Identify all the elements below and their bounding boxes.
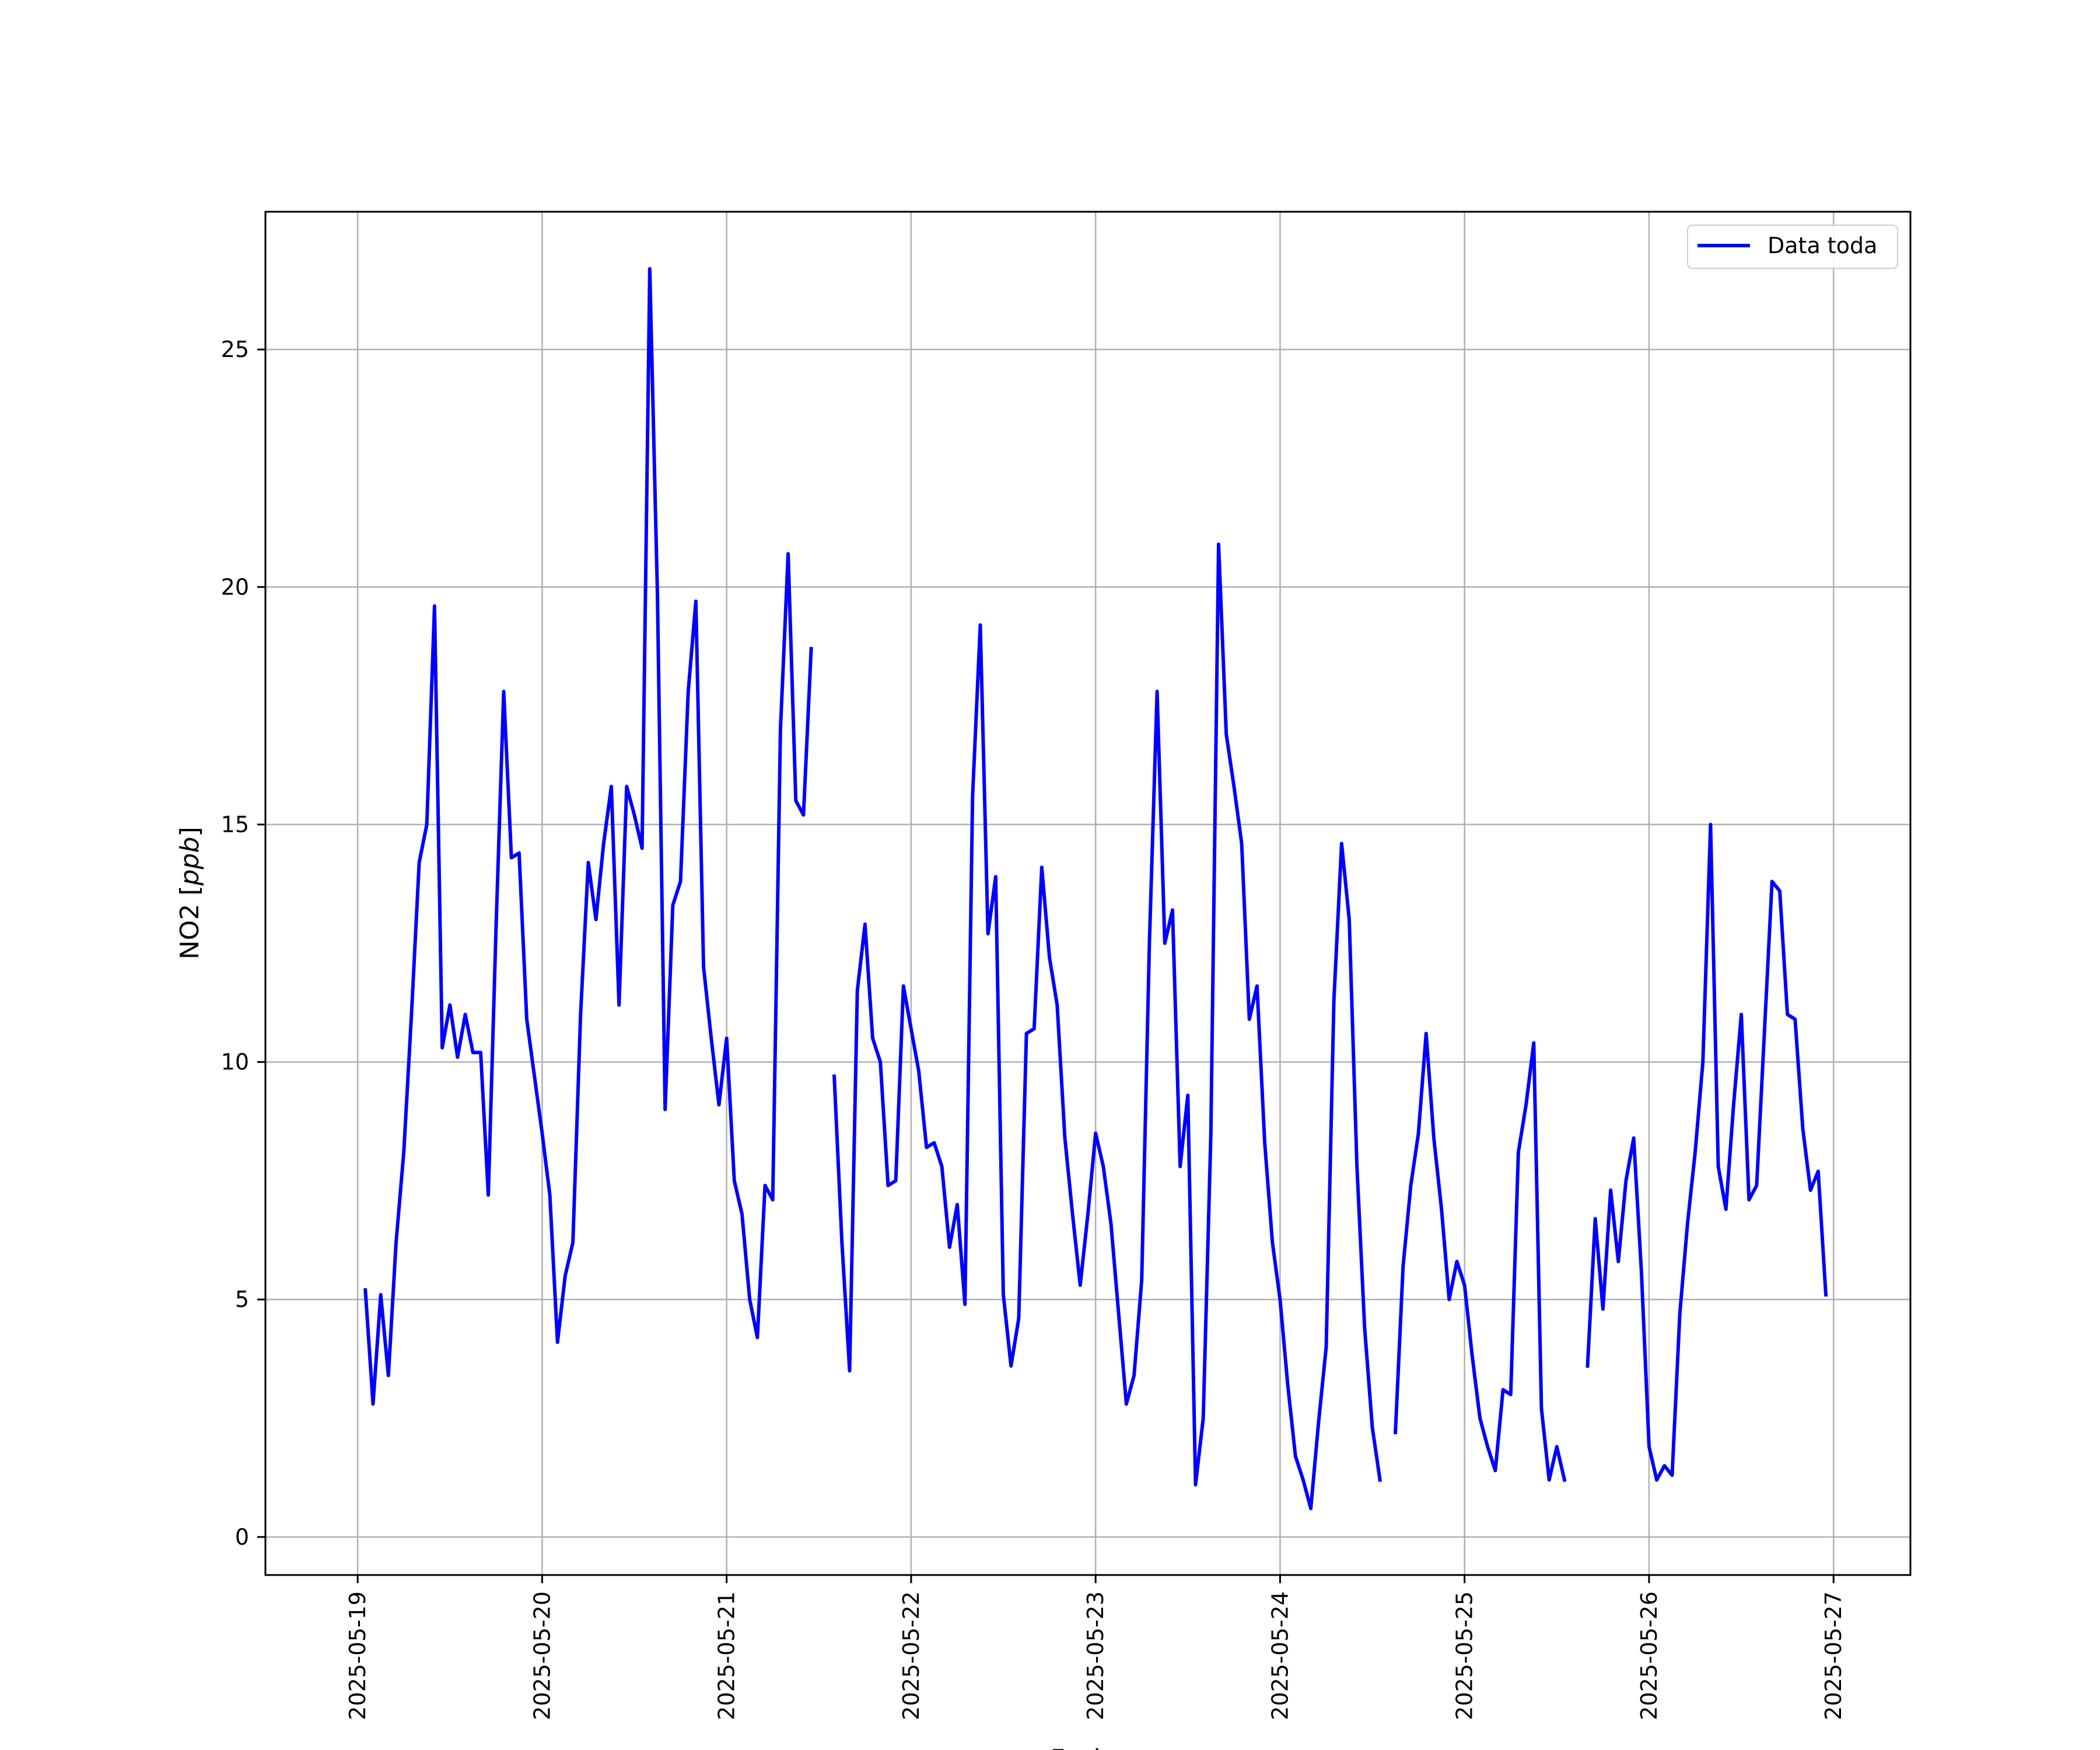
legend: Data toda [1687,225,1898,269]
x-tick-label: 2025-05-25 [1452,1591,1478,1720]
series-line-segment [1393,1031,1567,1482]
series-line-segment [363,267,813,1406]
y-tick-label: 20 [221,574,249,600]
x-tick-label: 2025-05-19 [345,1591,370,1720]
y-axis-title-unit: ppb [175,836,205,886]
x-axis-title: Fecha [1050,1744,1125,1750]
y-tick-label: 5 [235,1287,249,1312]
y-axis-title-main: NO2 [ [175,886,205,960]
y-tick-label: 0 [235,1524,249,1550]
y-tick-label: 10 [221,1049,249,1075]
y-axis-title-close: ] [175,827,205,836]
y-axis-title: NO2 [ppb] [175,827,205,960]
x-tick-label: 2025-05-23 [1083,1591,1108,1720]
x-tick-label: 2025-05-22 [898,1591,924,1720]
x-tick-label: 2025-05-20 [529,1591,555,1720]
legend-label: Data toda [1768,233,1877,258]
axis-ticks: 2025-05-19 2025-05-20 2025-05-21 2025-05-22… [221,337,1847,1720]
plot-frame [264,211,1912,1576]
x-tick-label: 2025-05-21 [714,1591,740,1720]
y-tick-label: 15 [221,811,249,837]
y-tick-label: 25 [221,337,249,362]
grid [265,212,1910,1575]
series-line-segment [832,542,1382,1510]
legend-box [1687,225,1898,269]
series-layer [363,267,1828,1510]
series-line-segment [1586,822,1828,1482]
x-tick-label: 2025-05-26 [1636,1591,1662,1720]
x-tick-label: 2025-05-27 [1821,1591,1846,1720]
x-tick-label: 2025-05-24 [1267,1591,1293,1720]
